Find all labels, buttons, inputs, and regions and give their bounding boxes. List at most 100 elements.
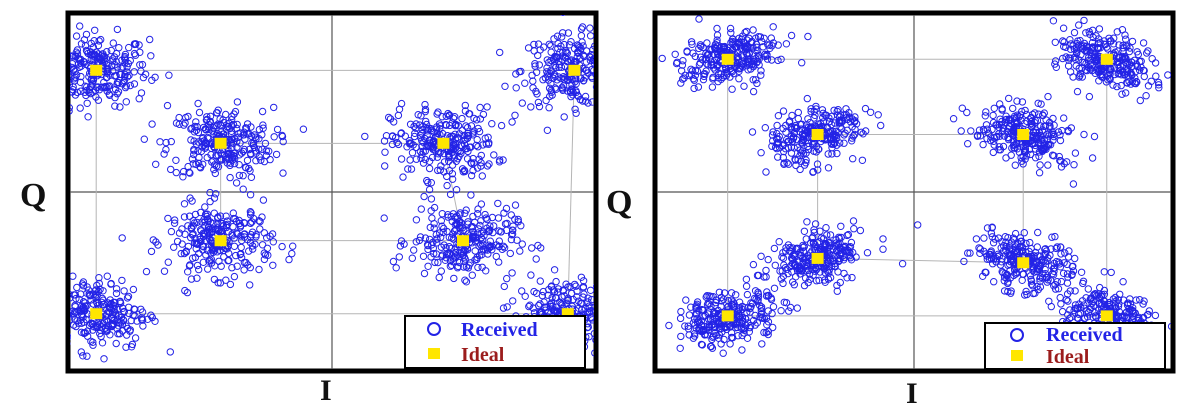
received-point <box>129 285 138 294</box>
received-point <box>767 295 776 304</box>
received-point <box>859 130 867 138</box>
received-point <box>1073 87 1082 96</box>
received-point <box>162 145 170 154</box>
received-point <box>199 134 207 142</box>
received-point <box>575 304 583 312</box>
received-point <box>50 336 56 342</box>
received-point <box>70 90 71 95</box>
received-point <box>172 168 181 177</box>
received-point <box>826 231 835 239</box>
received-point <box>610 314 616 320</box>
ideal-point <box>90 308 103 320</box>
received-point <box>192 118 200 126</box>
received-point <box>76 22 84 30</box>
received-point <box>996 115 1004 123</box>
ideal-point <box>721 53 734 65</box>
left-legend-received-marker <box>427 322 441 336</box>
received-point <box>769 303 778 311</box>
received-point <box>80 36 89 44</box>
received-point <box>100 78 108 87</box>
received-point <box>821 239 829 248</box>
received-point <box>388 132 397 140</box>
received-point <box>572 80 580 88</box>
received-point <box>208 127 217 135</box>
received-point <box>214 279 222 287</box>
left-constellation-plot: Q I Received Ideal <box>20 10 616 405</box>
received-point <box>727 296 736 304</box>
received-point <box>1034 252 1042 260</box>
received-point <box>742 282 751 290</box>
received-point <box>784 269 792 278</box>
received-point <box>463 123 472 132</box>
received-point <box>140 135 149 143</box>
received-point <box>748 128 757 136</box>
received-point <box>957 127 965 135</box>
received-point <box>1035 152 1043 161</box>
received-point <box>704 310 712 318</box>
received-point <box>824 164 833 172</box>
received-point <box>769 323 777 332</box>
received-point <box>201 203 209 211</box>
received-point <box>128 340 137 349</box>
received-point <box>74 60 83 68</box>
received-point <box>780 160 788 169</box>
received-point <box>513 236 521 244</box>
received-point <box>443 181 451 190</box>
received-point <box>1114 47 1122 55</box>
received-point <box>57 312 63 318</box>
received-point <box>1031 109 1039 117</box>
received-point <box>700 72 708 81</box>
received-point <box>189 217 198 225</box>
received-point <box>543 56 551 64</box>
received-point <box>547 48 555 56</box>
received-point <box>53 81 59 87</box>
received-point <box>203 215 212 223</box>
received-point <box>52 287 58 293</box>
received-point <box>72 32 81 40</box>
received-point <box>436 166 444 174</box>
received-point <box>187 125 195 133</box>
received-point <box>244 261 252 269</box>
received-point <box>1123 60 1132 68</box>
received-point <box>713 39 721 47</box>
received-point <box>521 292 529 300</box>
received-point <box>299 125 308 133</box>
received-point <box>738 305 746 314</box>
received-point <box>187 233 195 242</box>
received-point <box>1100 268 1109 276</box>
received-point <box>598 73 604 79</box>
received-point <box>1080 42 1088 50</box>
received-point <box>1055 152 1064 161</box>
received-point <box>212 152 220 160</box>
received-point <box>41 74 47 80</box>
received-point <box>554 73 563 81</box>
received-point <box>1015 148 1024 156</box>
received-point <box>462 122 470 130</box>
ideal-point <box>721 310 734 322</box>
received-point <box>474 205 482 213</box>
received-point <box>425 164 434 173</box>
received-point <box>60 71 66 77</box>
received-point <box>93 83 101 92</box>
received-point <box>107 46 116 55</box>
received-point <box>96 55 105 63</box>
received-point <box>70 62 72 69</box>
received-point <box>126 81 135 90</box>
received-point <box>1080 304 1089 312</box>
received-point <box>87 337 95 345</box>
received-point <box>708 344 717 352</box>
received-point <box>381 162 389 170</box>
received-point <box>833 107 841 116</box>
received-point <box>511 111 519 120</box>
received-point <box>220 253 228 261</box>
received-point <box>741 324 749 332</box>
received-point <box>524 44 533 52</box>
received-point <box>213 121 221 130</box>
received-point <box>547 299 556 307</box>
received-point <box>187 225 196 233</box>
left-legend-box <box>404 315 586 369</box>
received-point <box>844 230 853 239</box>
received-point <box>839 256 848 264</box>
received-point <box>257 156 265 164</box>
received-point <box>1081 47 1089 55</box>
